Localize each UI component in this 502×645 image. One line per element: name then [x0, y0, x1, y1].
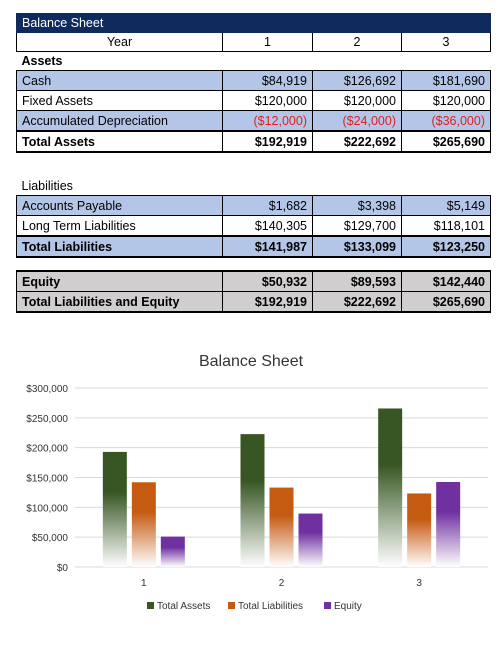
spacer-cell: [16, 152, 491, 165]
total-liab-equity-value: $265,690: [401, 291, 491, 313]
row-value: ($12,000): [222, 110, 313, 132]
assets-section-title: Assets: [21, 54, 63, 68]
row-label: Long Term Liabilities: [16, 215, 223, 237]
x-tick-label: 2: [279, 578, 285, 589]
bar-total-assets: [102, 451, 127, 567]
total-assets-row: Total Assets $192,919 $222,692 $265,690: [16, 130, 491, 153]
total-assets-label: Total Assets: [16, 130, 223, 153]
liabilities-section-title: Liabilities: [21, 179, 73, 193]
bar-equity: [298, 513, 323, 567]
year-label: Year: [16, 32, 223, 52]
legend-label: Equity: [334, 601, 362, 612]
row-value: $181,690: [401, 70, 491, 91]
total-liab-equity-value: $222,692: [312, 291, 402, 313]
chart-title: Balance Sheet: [198, 353, 304, 370]
legend-swatch: [324, 602, 331, 609]
legend-swatch: [228, 602, 235, 609]
total-liabilities-label: Total Liabilities: [16, 235, 223, 258]
equity-value: $89,593: [312, 270, 402, 292]
assets-section-row: Assets: [17, 52, 491, 71]
row-value: $84,919: [222, 70, 313, 91]
bar-total-liabilities: [407, 493, 432, 567]
y-tick-label: $100,000: [26, 503, 68, 514]
row-label: Accumulated Depreciation: [16, 110, 223, 132]
spacer-row: [16, 165, 491, 177]
table-row: Cash $84,919 $126,692 $181,690: [16, 70, 491, 91]
chart-plot: $0 $50,000 $100,000 $150,000 $200,000 $250,00…: [26, 384, 488, 612]
y-tick-label: $200,000: [26, 444, 68, 455]
legend-swatch: [147, 602, 154, 609]
row-value: $140,305: [222, 215, 313, 237]
row-label: Cash: [16, 70, 223, 91]
total-liabilities-value: $141,987: [222, 235, 313, 258]
y-tick-label: $300,000: [26, 384, 68, 395]
row-value: $1,682: [222, 195, 313, 216]
bar-total-assets: [378, 408, 403, 567]
table-row: Accounts Payable $1,682 $3,398 $5,149: [16, 195, 491, 216]
bar-equity: [436, 482, 461, 567]
total-liabilities-row: Total Liabilities $141,987 $133,099 $123,25…: [16, 235, 491, 258]
balance-sheet-chart: Balance Sheet $0 $50,000 $100,000 $150,000 $…: [0, 340, 502, 640]
total-liab-equity-label: Total Liabilities and Equity: [16, 291, 223, 313]
table-row: Accumulated Depreciation ($12,000) ($24,00…: [16, 110, 491, 132]
equity-row: Equity $50,932 $89,593 $142,440: [16, 270, 491, 292]
bar-total-liabilities: [269, 487, 294, 567]
table-row: Fixed Assets $120,000 $120,000 $120,000: [16, 90, 491, 111]
year-header: 3: [401, 32, 491, 52]
spacer-row: [16, 152, 491, 165]
row-value: $5,149: [401, 195, 491, 216]
legend-label: Total Assets: [157, 601, 210, 612]
spacer-cell: [16, 165, 491, 177]
sheet-title-row: Balance Sheet: [16, 13, 491, 33]
balance-sheet-table: Balance Sheet Year 1 2 3 Assets Cash $84,919 $12…: [16, 13, 491, 313]
row-value: $3,398: [312, 195, 402, 216]
total-liab-equity-row: Total Liabilities and Equity $192,919 $222…: [16, 291, 491, 313]
total-liab-equity-value: $192,919: [222, 291, 313, 313]
year-header-row: Year 1 2 3: [16, 32, 491, 52]
row-value: $129,700: [312, 215, 402, 237]
x-tick-label: 1: [141, 578, 147, 589]
year-header: 2: [312, 32, 402, 52]
row-value: $118,101: [401, 215, 491, 237]
row-value: $120,000: [222, 90, 313, 111]
row-value: ($24,000): [312, 110, 402, 132]
bar-total-assets: [240, 434, 265, 567]
spacer-cell: [16, 257, 491, 271]
row-label: Fixed Assets: [16, 90, 223, 111]
spacer-row: [16, 257, 491, 271]
year-header: 1: [222, 32, 313, 52]
equity-label: Equity: [16, 270, 223, 292]
sheet-title: Balance Sheet: [16, 13, 491, 33]
total-assets-value: $265,690: [401, 130, 491, 153]
row-label: Accounts Payable: [16, 195, 223, 216]
y-tick-label: $250,000: [26, 414, 68, 425]
row-value: $126,692: [312, 70, 402, 91]
total-liabilities-value: $133,099: [312, 235, 402, 258]
bar-total-liabilities: [131, 482, 156, 567]
y-tick-label: $0: [57, 563, 69, 574]
x-tick-label: 3: [416, 578, 422, 589]
liabilities-section-row: Liabilities: [17, 177, 491, 196]
row-value: ($36,000): [401, 110, 491, 132]
row-value: $120,000: [312, 90, 402, 111]
table-row: Long Term Liabilities $140,305 $129,700 $11…: [16, 215, 491, 237]
row-value: $120,000: [401, 90, 491, 111]
total-assets-value: $192,919: [222, 130, 313, 153]
equity-value: $50,932: [222, 270, 313, 292]
y-tick-label: $50,000: [32, 533, 69, 544]
bar-equity: [160, 536, 185, 567]
total-assets-value: $222,692: [312, 130, 402, 153]
equity-value: $142,440: [401, 270, 491, 292]
total-liabilities-value: $123,250: [401, 235, 491, 258]
y-tick-label: $150,000: [26, 474, 68, 485]
legend-label: Total Liabilities: [238, 601, 303, 612]
